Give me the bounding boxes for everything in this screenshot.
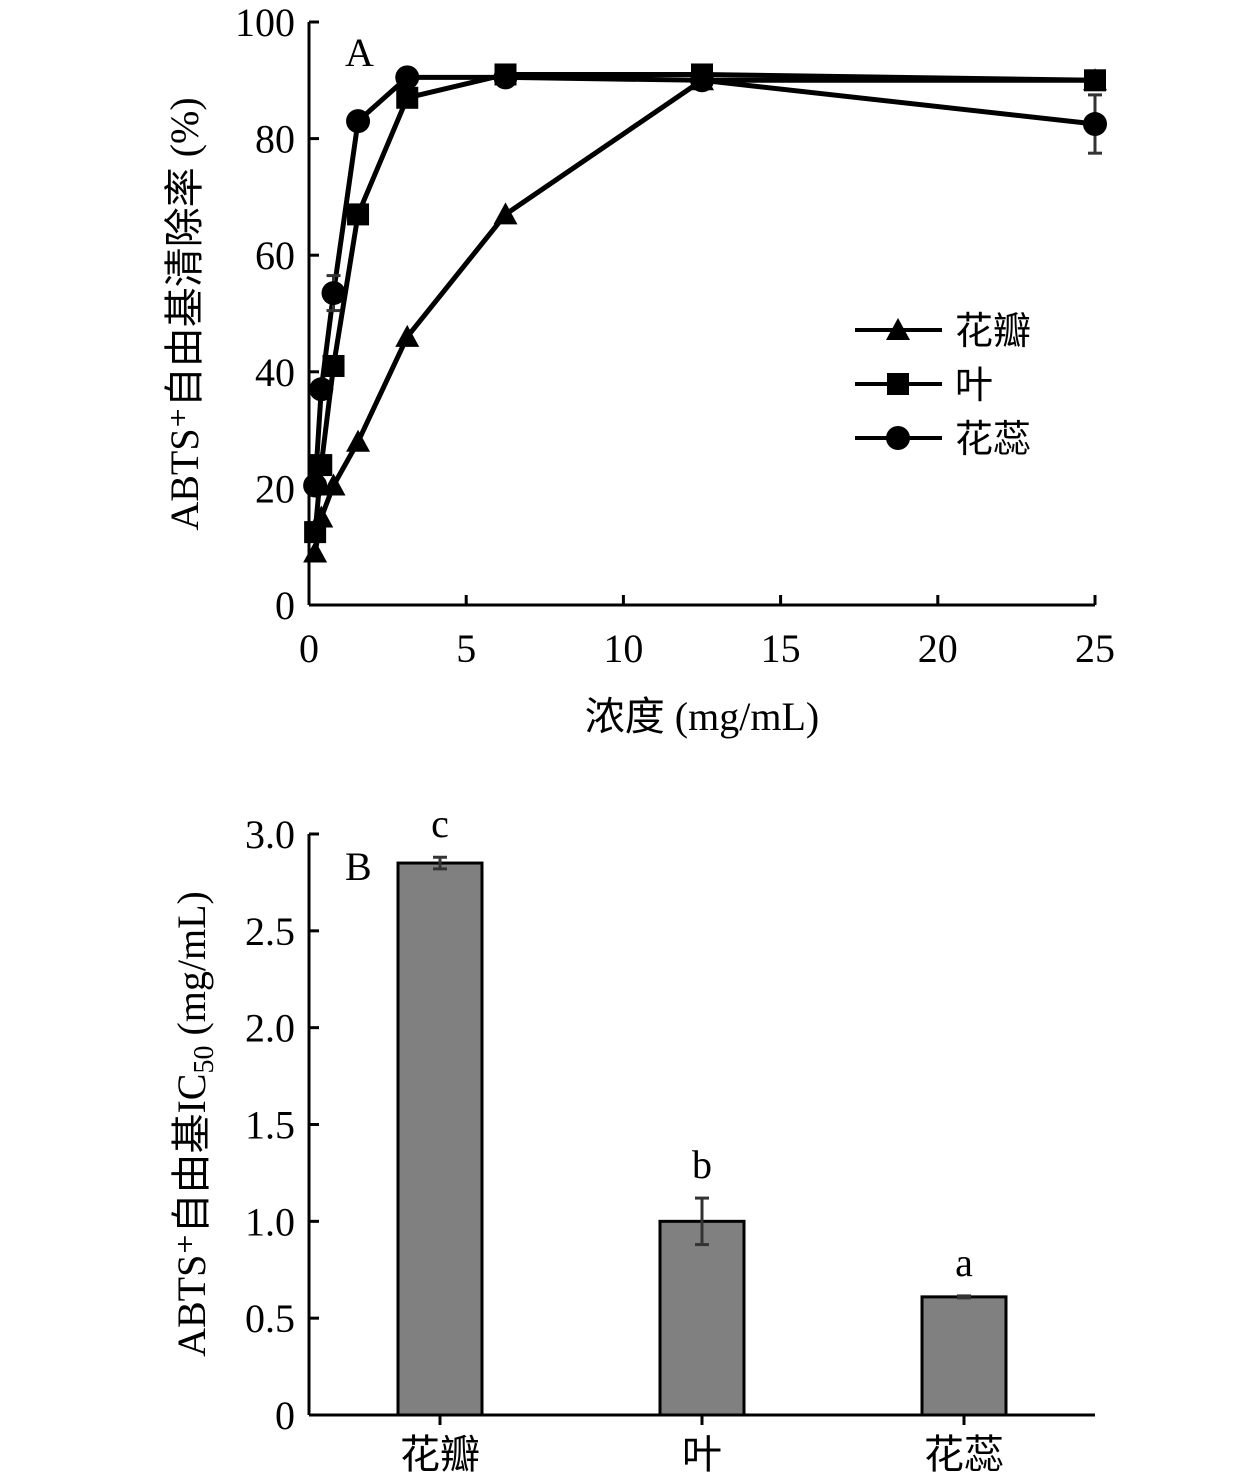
bar-group: c 花瓣	[396, 801, 484, 1477]
significance-label: a	[955, 1240, 973, 1285]
x-tick-label: 0	[299, 626, 319, 671]
x-tick-label: 15	[761, 626, 801, 671]
y-tick-label: 80	[255, 117, 295, 162]
triangle-marker	[395, 324, 420, 347]
x-tick-label: 花瓣	[400, 1432, 480, 1477]
series-line	[312, 71, 1096, 533]
panel-a: 0 20 40 60 80 100 0 5 10 15 20 25 A 浓度 (mg/mL) ABTS⁺自由…	[162, 0, 1115, 739]
circle-marker	[395, 65, 420, 90]
y-axis-label: ABTS⁺自由基IC50 (mg/mL)	[169, 891, 220, 1357]
panel-label: B	[345, 844, 372, 889]
legend-label: 花瓣	[955, 311, 1031, 353]
y-tick-label: 2.5	[245, 909, 295, 954]
x-tick-label: 叶	[682, 1432, 722, 1477]
x-tick-label: 5	[456, 626, 476, 671]
triangle-marker	[303, 540, 328, 563]
y-tick-label: 3.0	[245, 812, 295, 857]
series-line	[312, 74, 1096, 486]
series-square	[304, 63, 1106, 544]
circle-marker	[321, 281, 346, 306]
circle-marker	[1083, 112, 1107, 137]
y-tick-label: 100	[235, 0, 295, 45]
y-axis-label: ABTS⁺自由基清除率 (%)	[162, 97, 207, 530]
x-tick-label: 10	[603, 626, 643, 671]
bar-group: b叶	[658, 1142, 746, 1477]
legend-label: 叶	[955, 365, 993, 407]
circle-marker	[886, 426, 910, 450]
y-tick-label: 60	[255, 233, 295, 278]
y-tick-label: 40	[255, 350, 295, 395]
triangle-marker	[321, 473, 346, 496]
y-tick-label: 20	[255, 466, 295, 511]
significance-label: b	[692, 1142, 712, 1187]
y-tick-label: 0	[275, 583, 295, 628]
panel-label: A	[345, 30, 374, 75]
triangle-marker	[493, 202, 518, 225]
y-label-subscript: 50	[189, 1046, 220, 1074]
triangle-marker	[346, 429, 371, 452]
y-tick-label: 0	[275, 1393, 295, 1438]
square-marker	[396, 86, 419, 109]
x-tick-label: 花蕊	[924, 1432, 1004, 1477]
legend-item: 叶	[855, 365, 993, 407]
legend-label: 花蕊	[955, 419, 1031, 461]
y-tick-label: 0.5	[245, 1296, 295, 1341]
square-marker	[322, 354, 345, 377]
square-marker	[887, 373, 909, 395]
x-tick-label: 20	[918, 626, 958, 671]
y-label-main: ABTS⁺自由基IC	[169, 1074, 214, 1357]
bar	[920, 1295, 1008, 1417]
legend-item: 花瓣	[855, 311, 1031, 353]
y-label-unit: (mg/mL)	[169, 891, 214, 1045]
triangle-marker	[886, 318, 910, 340]
y-tick-label: 1.5	[245, 1103, 295, 1148]
bar-group: a 花蕊	[920, 1240, 1008, 1477]
square-marker	[347, 203, 370, 226]
x-axis-label: 浓度 (mg/mL)	[585, 694, 819, 739]
series-circle	[303, 65, 1107, 498]
circle-marker	[493, 65, 518, 90]
x-tick-label: 25	[1075, 626, 1115, 671]
circle-marker	[303, 473, 328, 498]
circle-marker	[346, 109, 371, 134]
y-tick-label: 2.0	[245, 1006, 295, 1051]
bar	[396, 861, 484, 1417]
circle-marker	[690, 68, 714, 93]
significance-label: c	[431, 801, 449, 846]
panel-b: 0 0.5 1.0 1.5 2.0 2.5 3.0 B ABTS⁺自由基IC50 (mg/mL)…	[169, 801, 1095, 1477]
bar	[658, 1219, 746, 1417]
legend-item: 花蕊	[855, 419, 1031, 461]
circle-marker	[309, 377, 334, 402]
y-tick-label: 1.0	[245, 1199, 295, 1244]
square-marker	[304, 521, 327, 544]
square-marker	[1084, 69, 1106, 92]
